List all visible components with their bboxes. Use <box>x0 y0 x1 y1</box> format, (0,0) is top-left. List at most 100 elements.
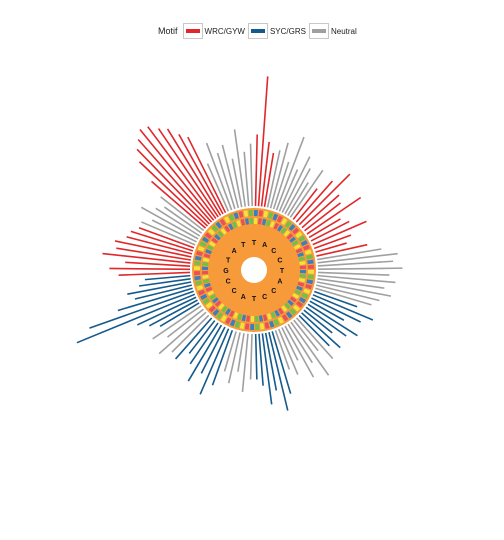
nucleotide-segment <box>224 225 231 233</box>
nucleotide-segment <box>255 323 260 330</box>
center-letter: T <box>241 242 246 249</box>
bar-neutral <box>171 314 210 353</box>
nucleotide-segment <box>254 210 258 217</box>
bar-neutral <box>141 221 196 246</box>
bar-wrc-gyw <box>301 194 340 229</box>
bar-neutral <box>317 260 394 267</box>
nucleotide-segment <box>194 255 202 261</box>
nucleotide-segment <box>202 278 210 284</box>
nucleotide-segment <box>269 320 275 328</box>
center-letter: T <box>252 240 257 247</box>
bar-neutral <box>249 143 254 207</box>
bar-syc-grs <box>258 333 264 386</box>
nucleotide-segment <box>209 293 217 300</box>
bar-syc-grs <box>76 293 196 344</box>
nucleotide-segment <box>307 270 314 274</box>
nucleotide-segment <box>295 231 303 239</box>
bar-neutral <box>315 287 372 306</box>
bar-neutral <box>275 136 305 211</box>
nucleotide-segment <box>238 211 244 218</box>
bar-syc-grs <box>301 312 341 349</box>
bar-wrc-gyw <box>298 173 351 226</box>
nucleotide-segment <box>282 314 289 322</box>
nucleotide-segment <box>240 218 246 226</box>
nucleotide-segment <box>259 315 264 322</box>
nucleotide-segment <box>307 264 314 269</box>
bar-neutral <box>317 278 385 289</box>
nucleotide-segment <box>296 285 303 291</box>
bar-neutral <box>287 323 313 364</box>
bar-wrc-gyw <box>304 202 342 232</box>
nucleotide-segment <box>261 218 267 226</box>
nucleotide-segment <box>277 316 284 324</box>
nucleotide-segment <box>194 271 201 276</box>
nucleotide-segment <box>280 227 287 235</box>
nucleotide-segment <box>202 257 210 263</box>
bar-neutral <box>284 325 315 378</box>
nucleotide-segment <box>233 312 239 319</box>
nucleotide-segment <box>295 248 303 254</box>
nucleotide-segment <box>283 230 290 237</box>
bar-neutral <box>243 151 250 207</box>
nucleotide-segment <box>220 228 227 235</box>
nucleotide-segment <box>228 214 235 222</box>
bar-neutral <box>216 152 236 210</box>
nucleotide-segment <box>274 309 280 317</box>
legend-item-wrc-gyw: WRC/GYW <box>182 23 245 39</box>
nucleotide-segment <box>298 277 306 283</box>
bar-neutral <box>227 332 241 384</box>
bar-neutral <box>289 169 324 218</box>
nucleotide-segment <box>281 305 288 312</box>
bar-syc-grs <box>117 287 193 312</box>
nucleotide-segment <box>202 266 209 270</box>
nucleotide-segment <box>243 210 249 217</box>
nucleotide-segment <box>301 292 309 299</box>
legend-key <box>247 23 268 39</box>
bar-neutral <box>158 311 207 355</box>
bar-wrc-gyw <box>136 148 211 225</box>
bar-neutral <box>152 305 202 340</box>
nucleotide-segment <box>214 234 221 241</box>
nucleotide-segment <box>259 323 265 330</box>
center-letter: A <box>232 248 237 255</box>
nucleotide-segment <box>265 219 271 227</box>
nucleotide-segment <box>211 224 219 232</box>
nucleotide-segment <box>299 260 306 265</box>
bar-neutral <box>317 274 396 284</box>
bar-neutral <box>316 281 392 297</box>
bar-syc-grs <box>268 332 289 411</box>
nucleotide-segment <box>217 230 224 238</box>
nucleotide-segment <box>204 282 211 288</box>
nucleotide-segment <box>284 302 291 310</box>
bar-syc-grs <box>264 332 278 391</box>
bar-syc-grs <box>89 290 194 329</box>
nucleotide-segment <box>228 223 234 231</box>
bar-wrc-gyw <box>114 240 192 258</box>
bar-syc-grs <box>159 302 200 328</box>
nucleotide-segment <box>195 280 202 286</box>
nucleotide-segment <box>196 250 203 257</box>
bar-wrc-gyw <box>308 218 341 239</box>
bar-wrc-gyw <box>126 236 193 255</box>
bar-syc-grs <box>189 322 219 365</box>
nucleotide-segment <box>249 218 253 225</box>
bar-neutral <box>281 327 299 361</box>
nucleotide-segment <box>200 293 208 300</box>
bar-wrc-gyw <box>166 128 222 216</box>
center-letter: T <box>252 296 257 303</box>
legend-item-syc-grs: SYC/GRS <box>247 23 306 39</box>
nucleotide-segment <box>306 254 313 260</box>
nucleotide-segment <box>202 262 209 266</box>
legend-item-neutral: Neutral <box>308 23 357 39</box>
bar-wrc-gyw <box>116 247 191 261</box>
bar-syc-grs <box>303 309 333 334</box>
legend-label: SYC/GRS <box>269 26 306 36</box>
legend: Motif WRC/GYW SYC/GRS Neutral <box>158 21 360 41</box>
nucleotide-segment <box>297 252 304 258</box>
nucleotide-segment <box>208 305 216 313</box>
bar-neutral <box>231 158 243 208</box>
nucleotide-segment <box>194 275 201 281</box>
nucleotide-segment <box>267 212 274 219</box>
bar-wrc-gyw <box>263 152 275 207</box>
